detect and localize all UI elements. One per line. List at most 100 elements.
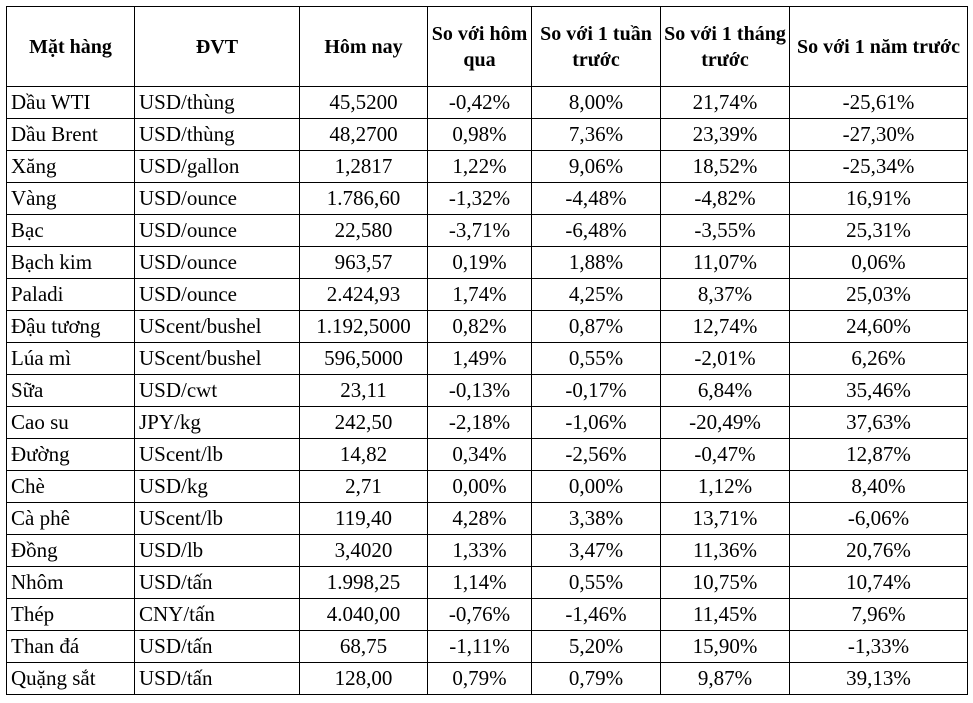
cell-vs-month: 13,71% bbox=[660, 502, 790, 535]
cell-vs-year: -1,33% bbox=[789, 630, 968, 663]
cell-vs-year: 20,76% bbox=[789, 534, 968, 567]
cell-today: 14,82 bbox=[299, 438, 428, 471]
table-row: Xăng USD/gallon 1,2817 1,22% 9,06% 18,52% -25,… bbox=[6, 150, 968, 183]
table-row: Vàng USD/ounce 1.786,60 -1,32% -4,48% -4,82% 1… bbox=[6, 182, 968, 215]
table-row: Dầu WTI USD/thùng 45,5200 -0,42% 8,00% 21,74%… bbox=[6, 86, 968, 119]
cell-unit: USD/ounce bbox=[134, 182, 300, 215]
cell-vs-month: 9,87% bbox=[660, 662, 790, 695]
cell-today: 119,40 bbox=[299, 502, 428, 535]
cell-vs-week: 5,20% bbox=[531, 630, 661, 663]
cell-item: Bạch kim bbox=[6, 246, 135, 279]
cell-today: 2.424,93 bbox=[299, 278, 428, 311]
cell-item: Quặng sắt bbox=[6, 662, 135, 695]
cell-vs-week: 4,25% bbox=[531, 278, 661, 311]
cell-item: Nhôm bbox=[6, 566, 135, 599]
table-row: Đồng USD/lb 3,4020 1,33% 3,47% 11,36% 20,76% bbox=[6, 534, 968, 567]
table-row: Cà phê UScent/lb 119,40 4,28% 3,38% 13,71% -6,… bbox=[6, 502, 968, 535]
cell-today: 48,2700 bbox=[299, 118, 428, 151]
cell-vs-year: 35,46% bbox=[789, 374, 968, 407]
cell-vs-year: -27,30% bbox=[789, 118, 968, 151]
table-row: Sữa USD/cwt 23,11 -0,13% -0,17% 6,84% 35,46% bbox=[6, 374, 968, 407]
cell-vs-week: 0,00% bbox=[531, 470, 661, 503]
cell-vs-yesterday: -2,18% bbox=[427, 406, 532, 439]
cell-item: Chè bbox=[6, 470, 135, 503]
cell-item: Cao su bbox=[6, 406, 135, 439]
cell-vs-yesterday: 4,28% bbox=[427, 502, 532, 535]
cell-vs-week: 3,47% bbox=[531, 534, 661, 567]
cell-today: 22,580 bbox=[299, 214, 428, 247]
table-row: Bạch kim USD/ounce 963,57 0,19% 1,88% 11,07% 0… bbox=[6, 246, 968, 279]
cell-item: Dầu Brent bbox=[6, 118, 135, 151]
cell-unit: USD/tấn bbox=[134, 566, 300, 599]
cell-item: Đậu tương bbox=[6, 310, 135, 343]
cell-unit: USD/tấn bbox=[134, 662, 300, 695]
cell-today: 4.040,00 bbox=[299, 598, 428, 631]
cell-vs-week: 8,00% bbox=[531, 86, 661, 119]
table-row: Than đá USD/tấn 68,75 -1,11% 5,20% 15,90% -1,3… bbox=[6, 630, 968, 663]
cell-vs-yesterday: -1,32% bbox=[427, 182, 532, 215]
cell-vs-week: -6,48% bbox=[531, 214, 661, 247]
cell-item: Xăng bbox=[6, 150, 135, 183]
header-vs-month: So với 1 tháng trước bbox=[660, 6, 790, 87]
cell-unit: USD/ounce bbox=[134, 246, 300, 279]
cell-vs-month: 18,52% bbox=[660, 150, 790, 183]
cell-vs-month: 11,07% bbox=[660, 246, 790, 279]
cell-vs-yesterday: -1,11% bbox=[427, 630, 532, 663]
cell-vs-yesterday: 0,98% bbox=[427, 118, 532, 151]
cell-unit: USD/thùng bbox=[134, 118, 300, 151]
cell-unit: USD/ounce bbox=[134, 214, 300, 247]
cell-vs-week: -1,46% bbox=[531, 598, 661, 631]
cell-today: 242,50 bbox=[299, 406, 428, 439]
cell-item: Thép bbox=[6, 598, 135, 631]
cell-vs-month: 15,90% bbox=[660, 630, 790, 663]
cell-vs-year: -25,61% bbox=[789, 86, 968, 119]
cell-vs-year: 7,96% bbox=[789, 598, 968, 631]
cell-item: Bạc bbox=[6, 214, 135, 247]
cell-vs-month: 21,74% bbox=[660, 86, 790, 119]
cell-vs-year: 39,13% bbox=[789, 662, 968, 695]
cell-vs-yesterday: -0,42% bbox=[427, 86, 532, 119]
header-vs-year: So với 1 năm trước bbox=[789, 6, 968, 87]
cell-vs-week: 0,79% bbox=[531, 662, 661, 695]
cell-vs-year: 0,06% bbox=[789, 246, 968, 279]
table-row: Thép CNY/tấn 4.040,00 -0,76% -1,46% 11,45% 7,9… bbox=[6, 598, 968, 631]
table-row: Lúa mì UScent/bushel 596,5000 1,49% 0,55% -2,… bbox=[6, 342, 968, 375]
cell-today: 45,5200 bbox=[299, 86, 428, 119]
cell-item: Paladi bbox=[6, 278, 135, 311]
cell-unit: UScent/lb bbox=[134, 502, 300, 535]
cell-vs-yesterday: 0,82% bbox=[427, 310, 532, 343]
cell-item: Than đá bbox=[6, 630, 135, 663]
cell-vs-week: 7,36% bbox=[531, 118, 661, 151]
cell-unit: UScent/bushel bbox=[134, 342, 300, 375]
cell-today: 596,5000 bbox=[299, 342, 428, 375]
cell-unit: USD/gallon bbox=[134, 150, 300, 183]
table-row: Chè USD/kg 2,71 0,00% 0,00% 1,12% 8,40% bbox=[6, 470, 968, 503]
cell-vs-week: -1,06% bbox=[531, 406, 661, 439]
header-vs-yesterday: So với hôm qua bbox=[427, 6, 532, 87]
cell-item: Lúa mì bbox=[6, 342, 135, 375]
cell-vs-year: 6,26% bbox=[789, 342, 968, 375]
cell-item: Vàng bbox=[6, 182, 135, 215]
cell-today: 3,4020 bbox=[299, 534, 428, 567]
table-row: Paladi USD/ounce 2.424,93 1,74% 4,25% 8,37% 25… bbox=[6, 278, 968, 311]
cell-vs-yesterday: 0,19% bbox=[427, 246, 532, 279]
cell-vs-yesterday: -0,76% bbox=[427, 598, 532, 631]
cell-vs-yesterday: 1,74% bbox=[427, 278, 532, 311]
cell-today: 963,57 bbox=[299, 246, 428, 279]
cell-vs-yesterday: 1,14% bbox=[427, 566, 532, 599]
cell-vs-year: 10,74% bbox=[789, 566, 968, 599]
cell-item: Cà phê bbox=[6, 502, 135, 535]
header-unit: ĐVT bbox=[134, 6, 300, 87]
cell-vs-yesterday: 1,49% bbox=[427, 342, 532, 375]
cell-today: 1,2817 bbox=[299, 150, 428, 183]
header-vs-week: So với 1 tuần trước bbox=[531, 6, 661, 87]
cell-vs-week: 9,06% bbox=[531, 150, 661, 183]
cell-vs-yesterday: -3,71% bbox=[427, 214, 532, 247]
cell-vs-year: 12,87% bbox=[789, 438, 968, 471]
cell-vs-month: 23,39% bbox=[660, 118, 790, 151]
cell-today: 128,00 bbox=[299, 662, 428, 695]
cell-unit: USD/lb bbox=[134, 534, 300, 567]
cell-today: 23,11 bbox=[299, 374, 428, 407]
table-row: Bạc USD/ounce 22,580 -3,71% -6,48% -3,55% 25,3… bbox=[6, 214, 968, 247]
cell-unit: USD/thùng bbox=[134, 86, 300, 119]
